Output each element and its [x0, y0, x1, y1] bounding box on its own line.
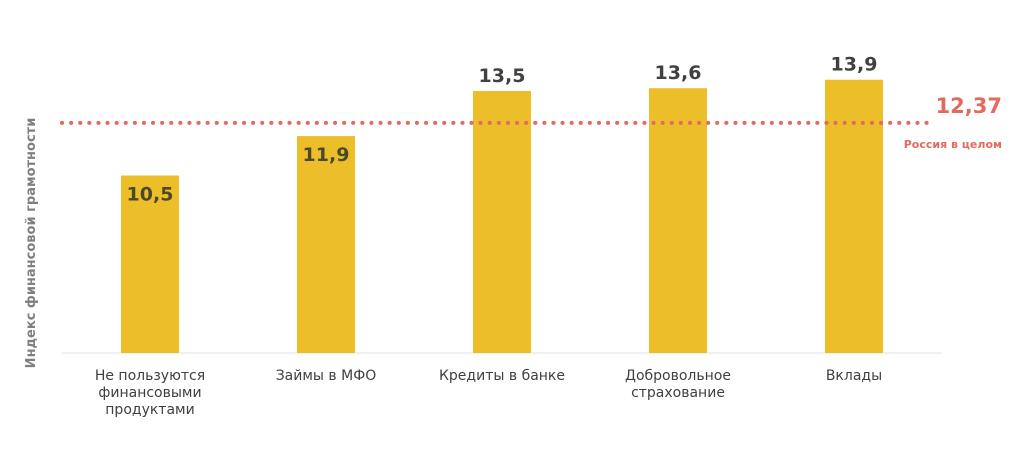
- bar-value-label: 13,5: [479, 65, 526, 87]
- bar-value-label: 13,6: [655, 62, 702, 84]
- reference-line-label: Россия в целом: [904, 138, 1002, 151]
- category-label-line: Займы в МФО: [276, 368, 377, 384]
- bar: [297, 136, 355, 353]
- bar: [825, 79, 883, 353]
- bar-value-label: 11,9: [303, 144, 350, 166]
- reference-layer: 12,37 Россия в целом: [60, 94, 1002, 151]
- bar: [473, 90, 531, 353]
- category-label: Не пользуются финансовыми продуктами: [95, 368, 205, 418]
- reference-value-label: 12,37: [936, 94, 1002, 118]
- category-label: Добровольное страхование: [625, 368, 731, 401]
- category-label-line: Не пользуются: [95, 368, 205, 384]
- bar-value-label: 13,9: [831, 54, 878, 76]
- category-label-line: Вклады: [826, 368, 882, 384]
- bar-value-label: 10,5: [127, 184, 174, 206]
- category-labels: Не пользуются финансовыми продуктами Займы …: [95, 368, 882, 418]
- bars-layer: 10,5 11,9 13,5 13,6 13,9: [121, 54, 883, 353]
- bar: [649, 88, 707, 353]
- category-label: Вклады: [826, 368, 882, 384]
- category-label: Займы в МФО: [276, 368, 377, 384]
- category-label-line: страхование: [631, 385, 725, 401]
- category-label-line: финансовыми: [98, 385, 201, 401]
- y-axis-label: Индекс финансовой грамотности: [24, 118, 39, 369]
- category-label-line: Кредиты в банке: [439, 368, 565, 384]
- bar: [121, 175, 179, 353]
- category-label-line: Добровольное: [625, 368, 731, 384]
- category-label-line: продуктами: [105, 402, 194, 418]
- category-label: Кредиты в банке: [439, 368, 565, 384]
